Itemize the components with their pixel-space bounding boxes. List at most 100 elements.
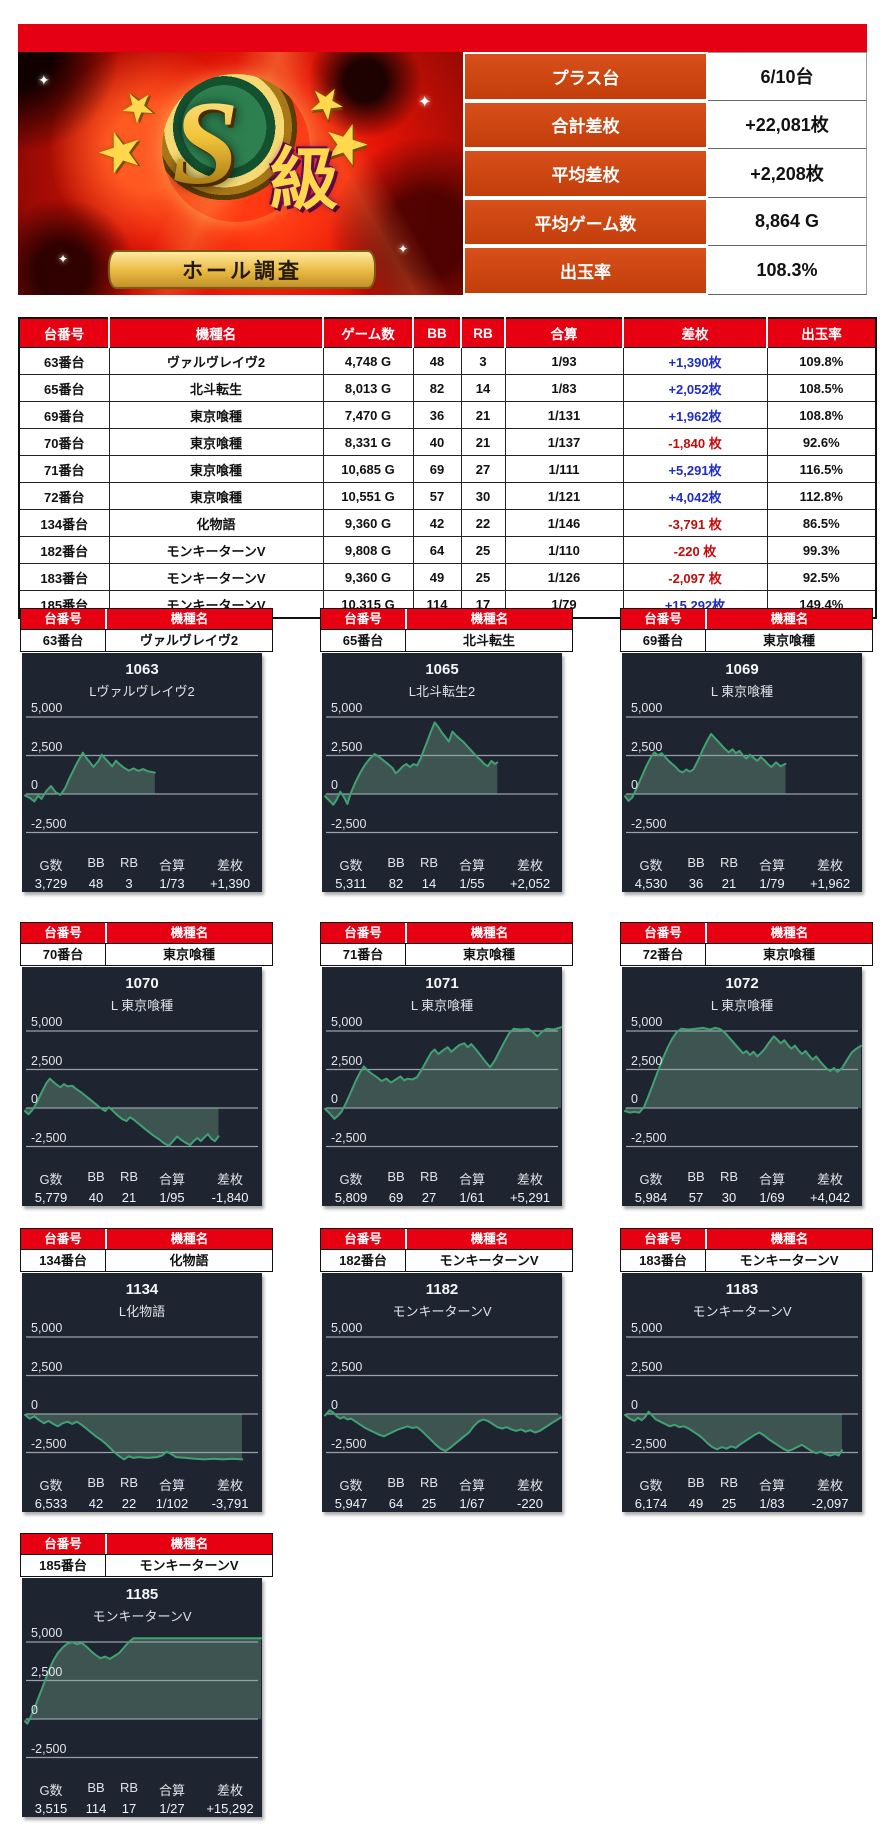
cell-bb: 69 bbox=[412, 455, 462, 483]
cell-rb: 27 bbox=[460, 455, 506, 483]
cell-diff: +1,390枚 bbox=[622, 347, 768, 375]
stat-value: 5,311 bbox=[335, 876, 367, 891]
card-stats-values-row: 5,311 82 14 1/55 +2,052 bbox=[322, 874, 562, 891]
stat-header: 差枚 bbox=[216, 858, 243, 873]
card-name-row: 185番台 モンキーターンV bbox=[20, 1555, 273, 1577]
card-machine-model: 東京喰種 bbox=[462, 947, 515, 962]
card-name-row: 183番台 モンキーターンV bbox=[620, 1250, 873, 1272]
stat-header: G数 bbox=[639, 1478, 663, 1493]
cell-model: モンキーターンV bbox=[108, 563, 324, 591]
s-class-emblem: ★ ★ ★ ★ S 級 bbox=[88, 72, 378, 252]
stat-header: 差枚 bbox=[516, 1172, 543, 1187]
cell-diff: -3,791 枚 bbox=[622, 509, 768, 537]
stat-header: BB bbox=[87, 1169, 105, 1184]
cell-gassan: 1/137 bbox=[504, 428, 624, 456]
summary-value: +22,081枚 bbox=[708, 100, 867, 150]
slump-panel: 1065 L北斗転生2 5,000 2,500 0 -2,500 G数 BB RB 合算 差枚 5,3… bbox=[322, 653, 562, 892]
cell-games: 10,551 G bbox=[322, 482, 414, 510]
slump-panel: 1069 L 東京喰種 5,000 2,500 0 -2,500 G数 BB RB 合算 差枚 4,5… bbox=[622, 653, 862, 892]
y-axis-label: 0 bbox=[31, 1703, 38, 1717]
chart-subtitle: L北斗転生2 bbox=[408, 684, 476, 699]
stat-value: 36 bbox=[688, 876, 704, 891]
slump-area-fill bbox=[325, 1027, 561, 1119]
cell-diff: +2,052枚 bbox=[622, 374, 768, 402]
card-header-model-label: 機種名 bbox=[470, 1232, 509, 1246]
cell-games: 10,685 G bbox=[322, 455, 414, 483]
card-name-row: 69番台 東京喰種 bbox=[620, 630, 873, 652]
stat-value: 4,530 bbox=[634, 876, 668, 891]
cell-games: 8,013 G bbox=[322, 374, 414, 402]
stat-value: 1/61 bbox=[459, 1190, 485, 1205]
table-row: 69番台 東京喰種 7,470 G 36 21 1/131 +1,962枚 108.8% bbox=[18, 401, 877, 429]
card-header-row: 台番号 機種名 bbox=[20, 922, 273, 944]
card-machine-model: 東京喰種 bbox=[162, 947, 215, 962]
chart-area: 5,000 2,500 0 -2,500 bbox=[322, 1321, 562, 1473]
stat-value: 114 bbox=[85, 1801, 107, 1816]
table-row: 183番台 モンキーターンV 9,360 G 49 25 1/126 -2,097 枚 92.… bbox=[18, 563, 877, 591]
table-row: 65番台 北斗転生 8,013 G 82 14 1/83 +2,052枚 108.5% bbox=[18, 374, 877, 402]
cell-diff: -2,097 枚 bbox=[622, 563, 768, 591]
stat-header: 差枚 bbox=[216, 1172, 243, 1187]
chart-subtitle: モンキーターンV bbox=[392, 1304, 492, 1319]
card-header-model-label: 機種名 bbox=[170, 1232, 209, 1246]
slump-chart bbox=[24, 1637, 262, 1759]
chart-title: 1071 bbox=[425, 975, 459, 992]
cell-rate: 92.5% bbox=[766, 563, 877, 591]
stat-header: BB bbox=[687, 855, 705, 870]
slump-chart bbox=[324, 1026, 562, 1148]
chart-area: 5,000 2,500 0 -2,500 bbox=[322, 1015, 562, 1167]
stat-header: RB bbox=[419, 855, 439, 870]
machine-card-1071: 台番号 機種名 71番台 東京喰種 1071 L 東京喰種 5,000 2,500 0 -2,50… bbox=[320, 922, 573, 1206]
card-name-row: 71番台 東京喰種 bbox=[320, 944, 573, 966]
slump-line bbox=[24, 1637, 262, 1725]
card-name-row: 72番台 東京喰種 bbox=[620, 944, 873, 966]
cell-games: 9,360 G bbox=[322, 509, 414, 537]
card-header-model-label: 機種名 bbox=[170, 612, 209, 626]
stat-header: 差枚 bbox=[516, 858, 543, 873]
y-axis-label: 5,000 bbox=[31, 1626, 63, 1640]
card-stats: G数 BB RB 合算 差枚 5,779 40 21 1/95 -1,840 bbox=[22, 1169, 262, 1205]
card-stats: G数 BB RB 合算 差枚 5,947 64 25 1/67 -220 bbox=[322, 1475, 562, 1511]
cell-rate: 116.5% bbox=[766, 455, 877, 483]
card-machine-model: モンキーターンV bbox=[739, 1253, 839, 1268]
cell-model: 東京喰種 bbox=[108, 401, 324, 429]
chart-area: 5,000 2,500 0 -2,500 bbox=[622, 1321, 862, 1473]
machine-card-1069: 台番号 機種名 69番台 東京喰種 1069 L 東京喰種 5,000 2,500 0 -2,50… bbox=[620, 608, 873, 892]
machine-card-1185: 台番号 機種名 185番台 モンキーターンV 1185 モンキーターンV 5,000 2,50… bbox=[20, 1533, 273, 1817]
stat-value: 27 bbox=[421, 1190, 437, 1205]
y-axis-label: 2,500 bbox=[31, 1359, 63, 1374]
y-axis-label: 2,500 bbox=[331, 1359, 363, 1374]
cell-diff: -1,840 枚 bbox=[622, 428, 768, 456]
cell-rb: 21 bbox=[460, 428, 506, 456]
card-machine-no: 182番台 bbox=[321, 1250, 406, 1271]
cell-bb: 49 bbox=[412, 563, 462, 591]
card-header-no-label: 台番号 bbox=[21, 1229, 107, 1249]
stat-header: BB bbox=[87, 855, 105, 870]
y-axis-label: 5,000 bbox=[31, 1321, 63, 1335]
sparkle-icon: ✦ bbox=[58, 252, 69, 266]
stat-header: G数 bbox=[39, 858, 63, 873]
cell-model: 東京喰種 bbox=[108, 455, 324, 483]
cell-bb: 64 bbox=[412, 536, 462, 564]
y-axis-label: -2,500 bbox=[631, 816, 667, 831]
y-axis-label: 5,000 bbox=[631, 1321, 663, 1335]
card-machine-no: 63番台 bbox=[21, 630, 106, 651]
card-stats-values-row: 5,947 64 25 1/67 -220 bbox=[322, 1494, 562, 1511]
stat-header: RB bbox=[119, 1780, 139, 1795]
card-machine-model: 東京喰種 bbox=[762, 947, 815, 962]
cell-no: 65番台 bbox=[18, 374, 110, 402]
stat-header: RB bbox=[719, 1475, 739, 1490]
chart-title: 1070 bbox=[125, 975, 159, 992]
card-stats: G数 BB RB 合算 差枚 6,533 42 22 1/102 -3,791 bbox=[22, 1475, 262, 1511]
stat-header: 合算 bbox=[458, 858, 485, 873]
card-header-row: 台番号 機種名 bbox=[320, 1228, 573, 1250]
machine-card-1070: 台番号 機種名 70番台 東京喰種 1070 L 東京喰種 5,000 2,500 0 -2,50… bbox=[20, 922, 273, 1206]
card-header-model-label: 機種名 bbox=[470, 926, 509, 940]
cell-bb: 36 bbox=[412, 401, 462, 429]
card-stats-header-row: G数 BB RB 合算 差枚 bbox=[22, 1780, 262, 1799]
cell-diff: +5,291枚 bbox=[622, 455, 768, 483]
y-axis-label: 5,000 bbox=[631, 701, 663, 715]
cell-model: ヴァルヴレイヴ2 bbox=[108, 347, 324, 375]
stat-header: BB bbox=[87, 1475, 105, 1490]
table-row: 71番台 東京喰種 10,685 G 69 27 1/111 +5,291枚 116.5% bbox=[18, 455, 877, 483]
